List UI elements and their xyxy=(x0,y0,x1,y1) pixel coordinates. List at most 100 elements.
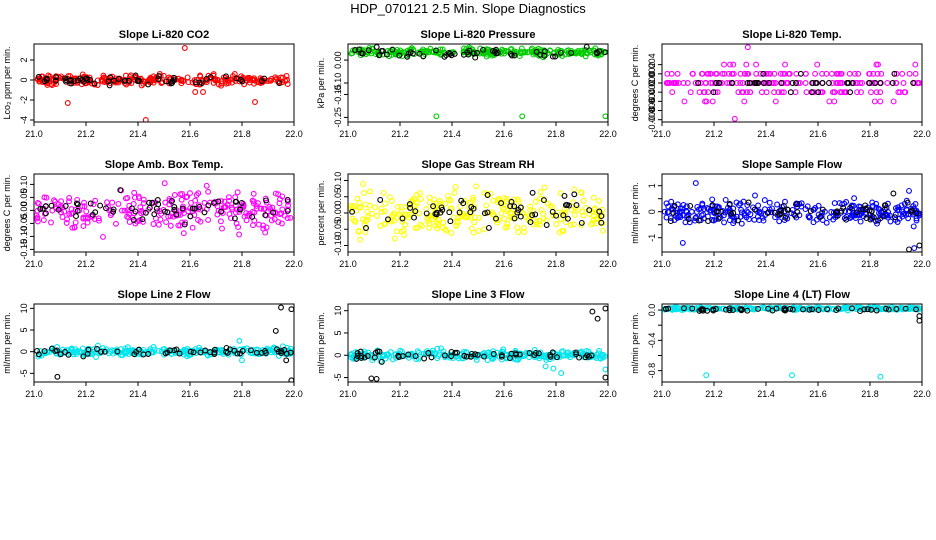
data-point xyxy=(34,347,40,354)
data-point xyxy=(357,236,364,243)
data-point xyxy=(447,50,453,57)
data-point xyxy=(895,89,902,96)
data-point xyxy=(239,78,246,85)
data-point xyxy=(74,201,81,208)
data-point xyxy=(261,206,268,213)
data-point xyxy=(836,80,843,86)
x-tick-label: 21.4 xyxy=(129,389,147,399)
data-point xyxy=(399,215,406,222)
x-tick-label: 21.2 xyxy=(77,259,95,269)
data-point xyxy=(914,80,921,86)
data-point xyxy=(389,46,396,53)
data-point xyxy=(571,186,578,193)
data-point xyxy=(823,219,830,226)
data-point xyxy=(124,194,131,201)
data-point xyxy=(863,215,870,222)
data-point xyxy=(754,213,761,220)
data-point xyxy=(452,184,459,190)
y-tick-label: 0.00 xyxy=(19,202,29,220)
data-point xyxy=(671,217,678,223)
y-tick-label: -5 xyxy=(333,374,343,382)
data-point xyxy=(481,353,487,360)
x-tick-label: 22.0 xyxy=(285,129,303,139)
data-point xyxy=(139,216,146,223)
data-point xyxy=(198,80,205,87)
data-point xyxy=(205,202,212,209)
data-point xyxy=(63,219,70,226)
data-point xyxy=(727,209,733,216)
data-point xyxy=(760,70,767,77)
data-point xyxy=(218,198,225,205)
data-point xyxy=(471,219,478,226)
x-tick-label: 21.6 xyxy=(181,259,199,269)
data-point xyxy=(201,209,208,216)
data-point xyxy=(99,347,106,354)
data-point xyxy=(35,353,42,360)
data-point xyxy=(100,233,106,240)
data-point xyxy=(519,351,526,358)
data-point xyxy=(364,353,371,359)
data-point xyxy=(675,80,682,86)
data-point xyxy=(782,61,788,68)
data-point xyxy=(354,353,361,359)
data-point xyxy=(878,70,885,77)
data-point xyxy=(288,306,294,313)
page-title: HDP_070121 2.5 Min. Slope Diagnostics xyxy=(350,1,586,16)
panel-9: Slope Line 4 (LT) Flow ml/min per min. 21.… xyxy=(630,289,931,399)
data-point xyxy=(133,348,140,355)
data-point xyxy=(668,198,675,205)
data-point xyxy=(850,210,857,217)
data-point xyxy=(54,373,61,380)
data-point xyxy=(266,77,273,84)
data-point xyxy=(284,207,291,214)
data-point xyxy=(687,305,693,312)
data-point xyxy=(471,203,478,210)
data-point xyxy=(697,205,704,212)
data-point xyxy=(411,214,417,221)
x-tick-label: 21.4 xyxy=(129,259,147,269)
data-point xyxy=(589,220,596,227)
data-point xyxy=(780,80,787,86)
data-point xyxy=(71,78,78,85)
data-point xyxy=(709,217,716,223)
y-tick-label: 2 xyxy=(19,57,29,62)
x-tick-label: 21.0 xyxy=(25,129,43,139)
data-point xyxy=(873,307,880,314)
data-point xyxy=(578,189,584,196)
y-tick-label: 0.10 xyxy=(333,172,343,190)
data-point xyxy=(448,230,455,236)
data-point xyxy=(734,217,741,224)
data-point xyxy=(526,350,533,356)
data-point xyxy=(747,211,754,218)
data-point xyxy=(173,346,180,353)
data-point xyxy=(533,218,540,225)
data-point xyxy=(707,208,714,215)
data-point xyxy=(859,206,866,213)
data-point xyxy=(781,70,788,77)
data-point xyxy=(354,350,361,357)
data-point xyxy=(871,98,878,105)
data-point xyxy=(746,80,753,86)
data-point xyxy=(228,76,234,83)
data-point xyxy=(284,81,291,88)
data-point xyxy=(66,195,73,201)
data-point xyxy=(688,208,695,215)
data-point xyxy=(383,51,390,58)
panel-title: Slope Sample Flow xyxy=(742,159,843,171)
data-point xyxy=(111,77,117,84)
y-tick-label: 0 xyxy=(333,353,343,358)
data-point xyxy=(493,215,499,222)
plot-frame xyxy=(33,173,295,253)
data-point xyxy=(891,70,898,77)
data-point xyxy=(410,196,417,202)
data-point xyxy=(836,70,842,77)
data-point xyxy=(840,205,847,211)
data-point xyxy=(836,200,843,207)
x-tick-label: 21.0 xyxy=(339,129,357,139)
data-point xyxy=(75,77,81,84)
data-point xyxy=(834,80,841,86)
x-tick-label: 21.8 xyxy=(547,259,565,269)
x-tick-label: 21.6 xyxy=(809,389,827,399)
data-point xyxy=(225,194,232,201)
data-point xyxy=(447,197,454,204)
